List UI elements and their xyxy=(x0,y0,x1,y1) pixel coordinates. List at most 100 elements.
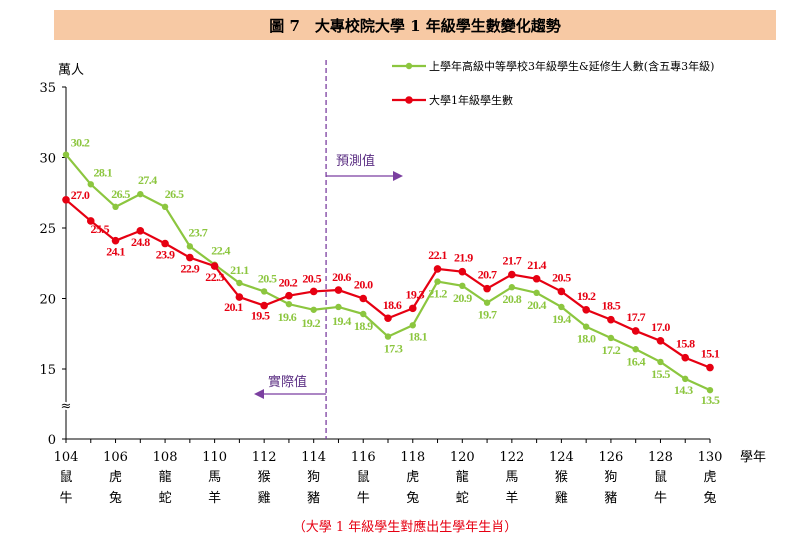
zodiac-label: 鼠 xyxy=(59,470,72,485)
x-tick-label: 128 xyxy=(648,450,673,465)
data-label: 18.0 xyxy=(577,332,596,346)
data-label: 20.5 xyxy=(258,271,277,285)
data-label: 20.9 xyxy=(453,291,472,305)
y-axis-label: 萬人 xyxy=(58,63,84,78)
data-point xyxy=(434,278,441,285)
x-tick-label: 126 xyxy=(599,450,624,465)
data-label: 19.7 xyxy=(478,308,497,322)
actual-annotation: 實際值 xyxy=(268,374,307,390)
data-point xyxy=(483,284,491,293)
zodiac-label: 豬 xyxy=(604,491,617,506)
data-label: 21.9 xyxy=(454,251,473,265)
zodiac-label: 雞 xyxy=(555,491,568,506)
zodiac-label: 蛇 xyxy=(159,491,172,506)
data-label: 22.3 xyxy=(205,270,224,284)
legend-label-red: 大學1年級學生數 xyxy=(429,93,513,107)
zodiac-label: 蛇 xyxy=(456,491,469,506)
data-point xyxy=(260,301,268,310)
data-label: 19.2 xyxy=(577,289,596,303)
x-tick-label: 130 xyxy=(698,450,723,465)
data-point xyxy=(360,310,367,318)
legend-marker-green xyxy=(405,62,413,70)
data-label: 24.1 xyxy=(106,245,125,259)
data-point xyxy=(335,303,342,311)
data-label: 18.9 xyxy=(354,319,373,333)
data-label: 20.0 xyxy=(354,278,373,292)
data-label: 20.8 xyxy=(503,292,522,306)
data-point xyxy=(186,243,194,250)
zodiac-label: 兔 xyxy=(703,491,716,506)
x-tick-label: 120 xyxy=(450,450,475,465)
data-label: 28.1 xyxy=(93,165,112,179)
data-point xyxy=(558,303,565,311)
data-point xyxy=(706,363,714,372)
data-point xyxy=(681,353,690,362)
data-point xyxy=(433,265,442,273)
data-label: 21.4 xyxy=(527,258,546,272)
data-label: 13.5 xyxy=(701,393,720,407)
zodiac-label: 羊 xyxy=(208,490,221,506)
data-point xyxy=(136,227,145,235)
data-label: 20.4 xyxy=(527,298,546,312)
data-point xyxy=(657,358,664,366)
data-label: 24.8 xyxy=(131,235,150,249)
data-label: 23.7 xyxy=(189,225,208,239)
zodiac-label: 馬 xyxy=(208,470,221,485)
data-point xyxy=(334,286,343,294)
y-tick-label: 15 xyxy=(39,363,56,378)
zodiac-label: 兔 xyxy=(406,491,419,506)
data-point xyxy=(359,294,368,303)
data-label: 17.2 xyxy=(602,343,621,357)
data-point xyxy=(682,375,689,383)
x-tick-label: 124 xyxy=(549,450,574,465)
data-label: 15.8 xyxy=(676,337,695,351)
data-label: 21.2 xyxy=(428,287,447,301)
data-point xyxy=(309,287,318,296)
data-point xyxy=(582,323,590,330)
data-label: 19.4 xyxy=(552,312,571,326)
data-label: 20.6 xyxy=(332,270,351,284)
data-label: 22.9 xyxy=(181,262,200,276)
data-point xyxy=(161,239,169,248)
data-point xyxy=(87,181,94,188)
data-point xyxy=(408,304,417,313)
data-label: 15.5 xyxy=(651,367,670,381)
zodiac-label: 豬 xyxy=(307,491,320,506)
data-point xyxy=(186,253,194,262)
data-point xyxy=(111,236,120,245)
data-label: 19.3 xyxy=(405,287,424,301)
data-point xyxy=(112,203,119,211)
data-point xyxy=(62,196,70,204)
actual-arrowhead xyxy=(254,389,264,399)
data-point xyxy=(62,151,70,158)
data-label: 22.1 xyxy=(428,248,447,262)
data-label: 18.6 xyxy=(383,298,402,312)
data-point xyxy=(285,300,293,308)
data-point xyxy=(285,291,293,300)
data-point xyxy=(235,293,244,301)
zodiac-label: 牛 xyxy=(654,491,667,506)
data-point xyxy=(607,315,615,324)
data-label: 19.6 xyxy=(278,310,297,324)
data-label: 23.9 xyxy=(156,248,175,262)
data-label: 20.7 xyxy=(478,268,497,282)
data-label: 17.0 xyxy=(651,320,670,334)
data-label: 21.1 xyxy=(230,263,249,277)
x-tick-label: 104 xyxy=(54,450,79,465)
data-point xyxy=(532,274,541,283)
data-point xyxy=(607,334,615,342)
data-point xyxy=(582,305,590,314)
y-tick-label: 20 xyxy=(39,293,56,308)
forecast-annotation: 預測值 xyxy=(336,153,375,169)
data-point xyxy=(161,203,169,211)
data-point xyxy=(236,279,243,287)
zodiac-label: 虎 xyxy=(109,470,122,485)
y-axis-break: ≈ xyxy=(61,399,72,414)
footnote: （大學 1 年級學生對應出生學年生肖） xyxy=(292,520,518,535)
data-point xyxy=(384,333,392,340)
zodiac-label: 虎 xyxy=(703,470,716,485)
data-label: 27.4 xyxy=(138,173,157,187)
data-point xyxy=(508,270,516,279)
legend-marker-red xyxy=(405,96,413,104)
